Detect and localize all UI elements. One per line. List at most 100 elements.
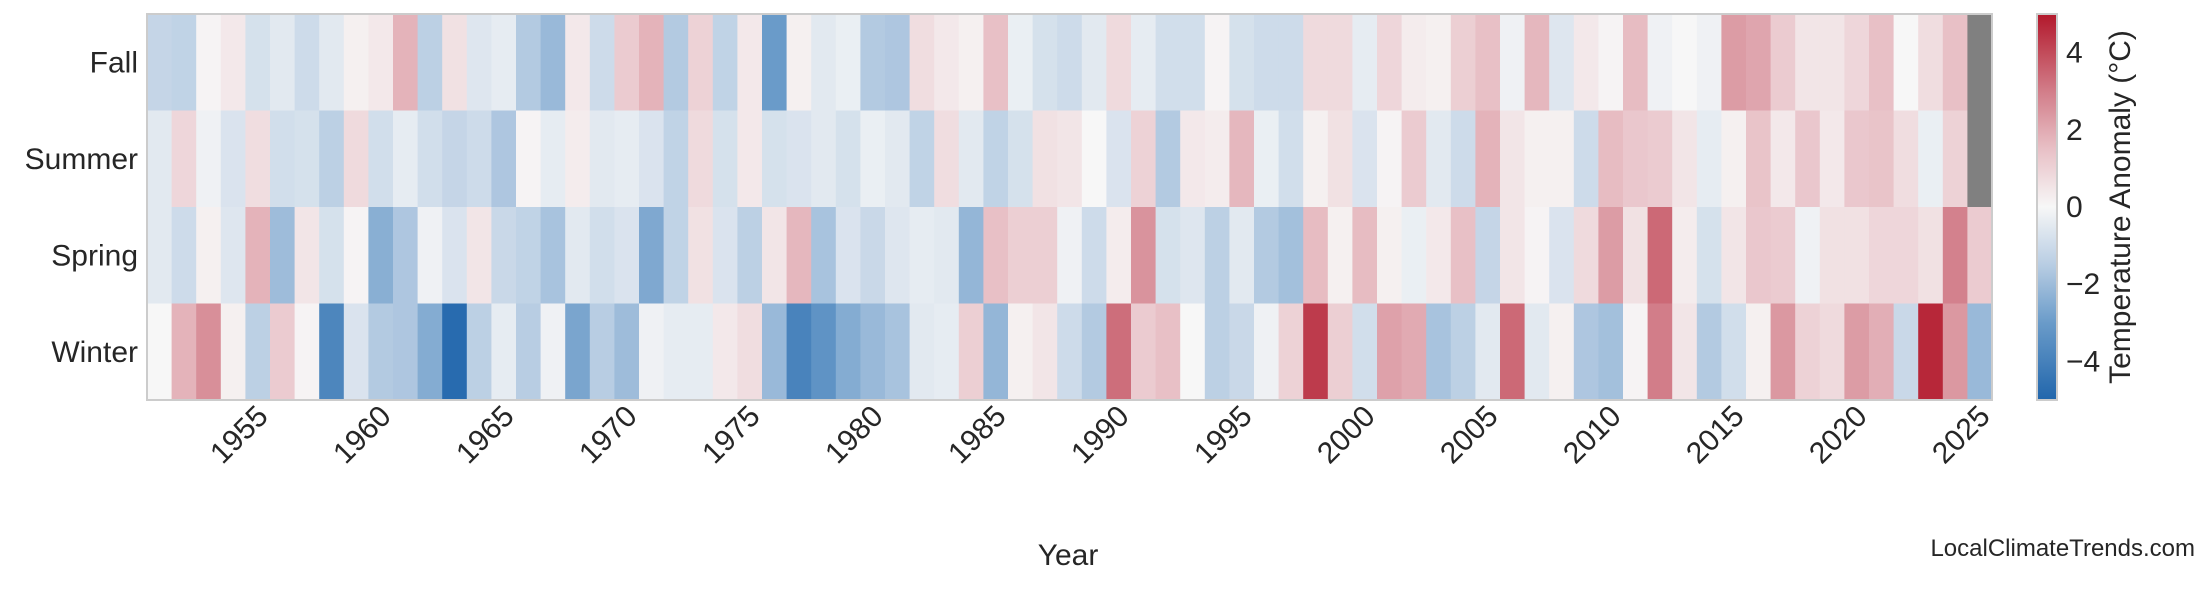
heatmap-cell	[343, 303, 369, 401]
heatmap-cell	[1327, 14, 1353, 111]
heatmap-cell	[688, 110, 714, 208]
heatmap-cell	[565, 110, 591, 208]
heatmap-cell	[245, 14, 271, 111]
heatmap-cell	[171, 303, 197, 401]
heatmap-cell	[811, 110, 837, 208]
heatmap-cell	[1401, 14, 1427, 111]
heatmap-cell	[1278, 207, 1304, 304]
heatmap-cell	[1008, 207, 1034, 304]
heatmap-cell	[491, 14, 517, 111]
heatmap-cell	[220, 207, 246, 304]
heatmap-cell	[1869, 14, 1895, 111]
heatmap-cell	[1918, 110, 1944, 208]
x-tick-label: 1960	[327, 400, 398, 471]
heatmap-cell	[540, 207, 566, 304]
heatmap-cell	[1475, 303, 1501, 401]
heatmap-cell	[1893, 110, 1919, 208]
heatmap-cell	[1819, 207, 1845, 304]
heatmap-cell	[393, 14, 419, 111]
heatmap-cell	[860, 207, 886, 304]
heatmap-cell	[540, 14, 566, 111]
heatmap-cell	[1918, 207, 1944, 304]
heatmap-cell	[1598, 207, 1624, 304]
heatmap-cell	[1475, 110, 1501, 208]
heatmap-cell	[1573, 303, 1599, 401]
heatmap-cell	[1426, 14, 1452, 111]
colorbar-tick-label: 0	[2066, 191, 2083, 224]
heatmap-cell	[245, 207, 271, 304]
heatmap-cell	[1524, 110, 1550, 208]
heatmap-cell	[1869, 207, 1895, 304]
heatmap-cell	[1672, 303, 1698, 401]
heatmap-cell	[1746, 303, 1772, 401]
colorbar-label: Temperature Anomaly (°C)	[2104, 30, 2137, 384]
heatmap-cell	[1155, 110, 1181, 208]
heatmap-cell	[983, 207, 1009, 304]
heatmap-cell	[909, 14, 935, 111]
heatmap-cell	[1721, 303, 1747, 401]
heatmap-cell	[1377, 110, 1403, 208]
heatmap-cell	[1844, 207, 1870, 304]
heatmap-cell	[1155, 303, 1181, 401]
heatmap-cell	[417, 110, 443, 208]
heatmap-cell	[1549, 14, 1575, 111]
heatmap-cell	[147, 110, 173, 208]
heatmap-cell	[1426, 110, 1452, 208]
heatmap-cell	[811, 14, 837, 111]
x-tick-label: 2015	[1680, 400, 1751, 471]
heatmap-cell	[1524, 207, 1550, 304]
heatmap-cell	[762, 303, 788, 401]
heatmap-cell	[885, 207, 911, 304]
heatmap-cell	[220, 14, 246, 111]
heatmap-cell	[319, 207, 345, 304]
heatmap-cell	[1008, 110, 1034, 208]
heatmap-cell	[1401, 303, 1427, 401]
heatmap-cell	[1942, 207, 1968, 304]
heatmap-cell	[491, 110, 517, 208]
heatmap-cell	[220, 303, 246, 401]
heatmap-cell	[1254, 303, 1280, 401]
heatmap-cell	[196, 207, 222, 304]
colorbar-tick-labels: 4 2 0 −2 −4	[2066, 37, 2100, 379]
heatmap-cell	[1180, 303, 1206, 401]
heatmap-cell	[1180, 207, 1206, 304]
heatmap-cell	[270, 110, 296, 208]
heatmap-cell	[516, 303, 542, 401]
heatmap-cell	[712, 14, 738, 111]
heatmap-cell	[934, 207, 960, 304]
heatmap-cell	[1352, 207, 1378, 304]
heatmap-cell	[639, 207, 665, 304]
heatmap-cell	[1327, 110, 1353, 208]
heatmap-cell	[860, 303, 886, 401]
heatmap-cell	[1893, 14, 1919, 111]
heatmap-cell	[491, 207, 517, 304]
heatmap-cell	[1106, 207, 1132, 304]
heatmap-cell	[1942, 110, 1968, 208]
heatmap-cell	[343, 110, 369, 208]
heatmap-cell	[1623, 110, 1649, 208]
heatmap-cell	[639, 303, 665, 401]
heatmap-cell	[147, 207, 173, 304]
heatmap-cell	[712, 303, 738, 401]
heatmap-cell	[1303, 303, 1329, 401]
heatmap-cell	[1696, 14, 1722, 111]
heatmap-cell	[589, 207, 615, 304]
heatmap-cell	[466, 110, 492, 208]
heatmap-cell	[1131, 207, 1157, 304]
heatmap-cell	[1254, 207, 1280, 304]
heatmap-cell	[1500, 303, 1526, 401]
heatmap-cell	[417, 207, 443, 304]
heatmap-cell	[171, 14, 197, 111]
heatmap-cell	[786, 14, 812, 111]
colorbar-tick-label: 4	[2066, 37, 2083, 70]
heatmap-cell	[442, 110, 468, 208]
heatmap-cell	[565, 207, 591, 304]
heatmap-cell	[1819, 303, 1845, 401]
heatmap-cell	[860, 14, 886, 111]
heatmap-cell	[319, 303, 345, 401]
x-tick-label: 1965	[450, 400, 521, 471]
heatmap-cell	[1869, 110, 1895, 208]
heatmap-cell	[589, 14, 615, 111]
heatmap-cell	[1696, 110, 1722, 208]
x-tick-label: 1975	[696, 400, 767, 471]
